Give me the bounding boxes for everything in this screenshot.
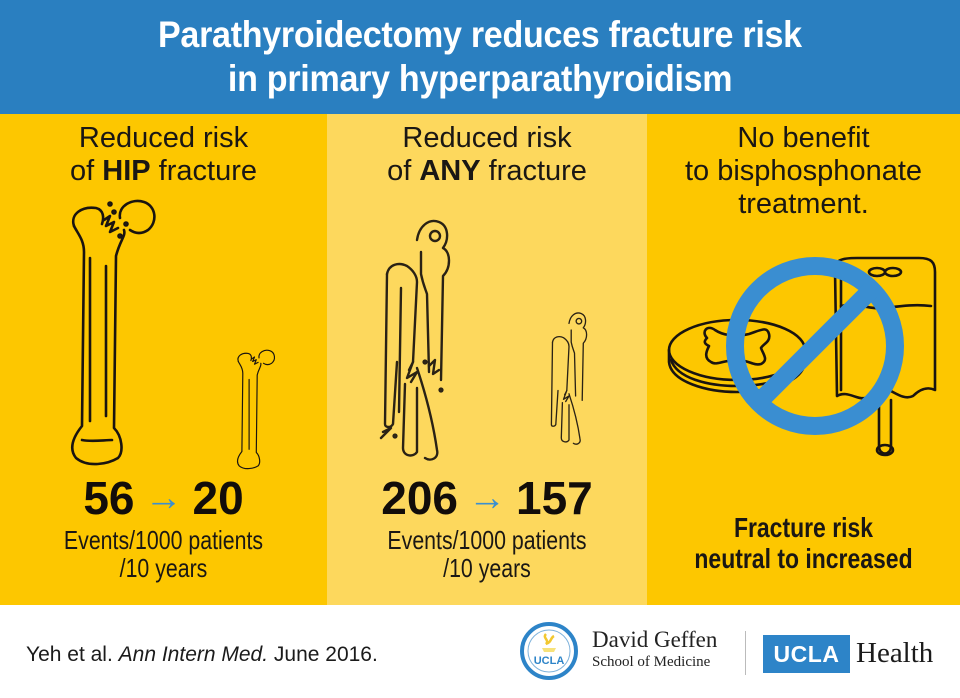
ucla-badge: UCLA bbox=[763, 635, 850, 673]
ucla-health-wordmark: Health bbox=[856, 637, 934, 669]
footer: Yeh et al. Ann Intern Med. June 2016. UC… bbox=[0, 605, 960, 698]
title-line-2: in primary hyperparathyroidism bbox=[227, 58, 733, 99]
any-before-value: 206 bbox=[381, 472, 458, 524]
citation: Yeh et al. Ann Intern Med. June 2016. bbox=[26, 643, 378, 666]
hip-panel-heading: Reduced risk of HIP fracture bbox=[70, 122, 257, 187]
arrow-right-icon: → bbox=[468, 477, 506, 519]
any-after-value: 157 bbox=[516, 472, 593, 524]
any-unit-line-1: Events/1000 patients bbox=[387, 525, 587, 555]
no-pill-iv-bag-icon bbox=[667, 256, 937, 457]
hip-after-value: 20 bbox=[192, 472, 244, 524]
svg-text:UCLA: UCLA bbox=[534, 655, 565, 667]
title-banner: Parathyroidectomy reduces fracture risk … bbox=[0, 0, 960, 114]
hip-stats: 56 → 20 Events/1000 patients /10 years bbox=[0, 474, 327, 582]
any-panel-heading: Reduced risk of ANY fracture bbox=[387, 122, 587, 187]
ucla-seal-logo: UCLA bbox=[520, 622, 578, 680]
any-fracture-panel: Reduced risk of ANY fracture bbox=[327, 114, 647, 605]
hip-before-value: 56 bbox=[83, 472, 135, 524]
logo-divider bbox=[745, 631, 746, 675]
journal-name: Ann Intern Med. bbox=[118, 643, 269, 666]
geffen-school-logo: David Geffen School of Medicine bbox=[592, 627, 718, 670]
title-line-1: Parathyroidectomy reduces fracture risk bbox=[158, 14, 802, 55]
femur-bone-fractured-icon bbox=[70, 199, 276, 470]
forearm-bones-fractured-icon bbox=[379, 219, 588, 461]
hip-fracture-panel: Reduced risk of HIP fracture 56 → 20 Event… bbox=[0, 114, 327, 605]
any-stats: 206 → 157 Events/1000 patients /10 years bbox=[327, 474, 647, 582]
bis-panel-heading: No benefit to bisphosphonate treatment. bbox=[684, 122, 923, 220]
any-unit-line-2: /10 years bbox=[443, 553, 531, 583]
hip-unit-line-1: Events/1000 patients bbox=[63, 525, 264, 555]
hip-unit-line-2: /10 years bbox=[119, 553, 208, 583]
bisphosphonate-panel: No benefit to bisphosphonate treatment. bbox=[647, 114, 960, 605]
bis-panel-footer: Fracture risk neutral to increased bbox=[694, 512, 913, 574]
arrow-right-icon: → bbox=[144, 477, 183, 519]
